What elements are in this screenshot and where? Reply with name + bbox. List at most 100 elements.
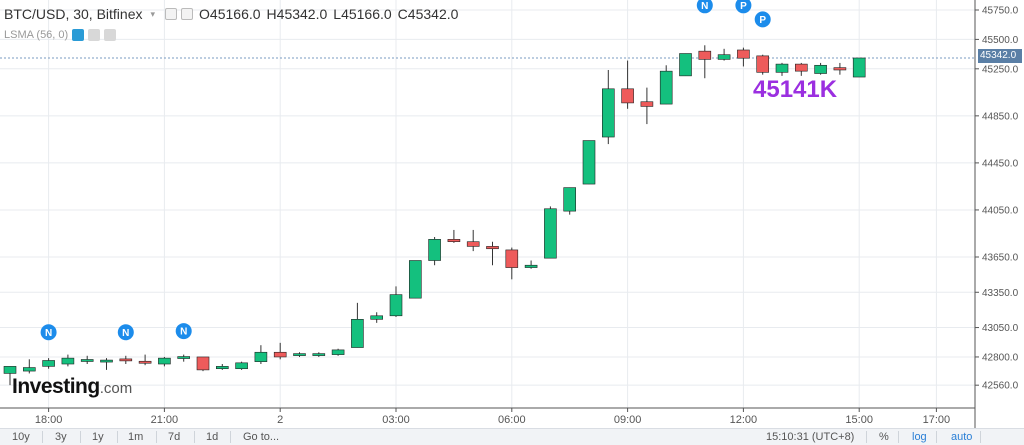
symbol-title[interactable]: BTC/USD, 30, Bitfinex [4, 6, 143, 22]
open-value: 45166.0 [209, 6, 261, 22]
candle-up [659, 65, 673, 105]
indicator-eye-icon[interactable] [72, 29, 85, 41]
eye-toggle-icon[interactable] [165, 8, 178, 20]
x-tick-label: 15:00 [845, 414, 873, 426]
event-badge-letter: N [45, 328, 52, 339]
clock-timezone[interactable]: 15:10:31 (UTC+8) [766, 431, 855, 443]
candle-down [138, 354, 152, 366]
open-label: O [199, 6, 210, 22]
candle-down [794, 62, 808, 76]
price-annotation: 45141K [753, 76, 838, 103]
y-tick-label: 42800.0 [982, 352, 1019, 363]
percent-toggle[interactable]: % [879, 431, 889, 443]
candle-up [582, 140, 596, 185]
event-badge-circle [735, 0, 752, 14]
y-tick-label: 44850.0 [982, 111, 1019, 122]
indicator-name[interactable]: LSMA (56, 0) [4, 29, 69, 41]
indicator-settings-icon[interactable] [88, 29, 101, 41]
candle-up [852, 57, 866, 78]
range-7d-button[interactable]: 7d [168, 431, 181, 443]
candle-body [22, 367, 36, 372]
candle-up [3, 366, 17, 386]
candle-body [254, 351, 268, 362]
event-badge: N [175, 323, 192, 340]
event-badges: N N N N P P [40, 0, 771, 341]
divider [80, 431, 81, 443]
event-badge-letter: N [180, 327, 187, 338]
candle-up [61, 354, 75, 367]
candle-body [717, 54, 731, 60]
candle-body [794, 63, 808, 72]
indicator-close-icon[interactable] [104, 29, 117, 41]
event-badge-letter: N [701, 1, 708, 12]
candle-up [524, 260, 538, 269]
candle-body [486, 246, 499, 250]
event-badge: N [40, 324, 57, 341]
candles [3, 45, 866, 386]
x-tick-label: 21:00 [151, 414, 179, 426]
candle-up [331, 348, 345, 356]
range-1m-button[interactable]: 1m [128, 431, 144, 443]
candle-body [756, 55, 770, 73]
candlestick-chart: N N N N P P 42560.0 42800.0 43050.0 43350.0 43650… [0, 0, 1024, 428]
candle-up [177, 354, 190, 362]
candle-body [408, 260, 422, 299]
candle-body [659, 70, 673, 105]
candle-up [563, 187, 577, 215]
candle-up [42, 358, 55, 369]
indicator-legend: LSMA (56, 0) [4, 29, 117, 41]
event-badge-circle [754, 11, 771, 28]
low-value: 45166.0 [341, 6, 392, 22]
x-axis: 18:00 21:00 2 03:00 06:00 09:00 12:00 15:00 17:0… [0, 407, 975, 426]
y-axis: 42560.0 42800.0 43050.0 43350.0 43650.0 44050… [974, 0, 1024, 428]
candle-body [679, 53, 692, 77]
divider [42, 431, 43, 443]
candle-up [389, 286, 403, 317]
event-badge-circle [696, 0, 713, 14]
range-10y-button[interactable]: 10y [12, 431, 30, 443]
candle-down [447, 229, 461, 243]
event-badge: N [696, 0, 713, 14]
candle-body [100, 359, 113, 363]
y-tick-label: 43050.0 [982, 323, 1019, 334]
event-badge: P [735, 0, 752, 14]
candle-up [544, 206, 557, 259]
range-1d-button[interactable]: 1d [206, 431, 219, 443]
event-badge: P [754, 11, 771, 28]
candle-up [428, 236, 441, 266]
candle-up [235, 361, 248, 370]
event-badge-letter: N [122, 328, 129, 339]
symbol-dropdown-icon[interactable]: ▾ [150, 8, 156, 19]
divider [898, 431, 899, 443]
settings-icon[interactable] [181, 8, 194, 20]
event-badge-letter: P [759, 15, 766, 26]
candle-body [640, 101, 654, 107]
y-tick-label: 44050.0 [982, 205, 1019, 216]
candle-body [698, 50, 712, 60]
event-badge-circle [117, 324, 134, 341]
divider [156, 431, 157, 443]
event-badge-circle [175, 323, 192, 340]
candle-body [524, 264, 538, 268]
goto-button[interactable]: Go to... [243, 431, 280, 443]
candle-body [563, 187, 577, 212]
candle-up [100, 358, 113, 370]
candle-up [80, 355, 94, 365]
candle-body [833, 67, 847, 71]
range-3y-button[interactable]: 3y [55, 431, 67, 443]
candle-body [235, 362, 248, 370]
candle-up [158, 356, 171, 367]
candle-up [814, 62, 827, 75]
log-toggle[interactable]: log [912, 431, 927, 443]
candle-down [196, 356, 210, 372]
investing-logo: Investing.com [12, 375, 132, 399]
auto-toggle[interactable]: auto [951, 431, 973, 443]
candle-body [312, 353, 326, 356]
candle-body [3, 366, 17, 374]
candle-down [640, 87, 654, 125]
event-badge-letter: P [740, 1, 747, 12]
x-tick-label: 03:00 [382, 414, 410, 426]
y-tick-label: 44450.0 [982, 158, 1019, 169]
candle-body [273, 351, 287, 358]
range-1y-button[interactable]: 1y [92, 431, 104, 443]
